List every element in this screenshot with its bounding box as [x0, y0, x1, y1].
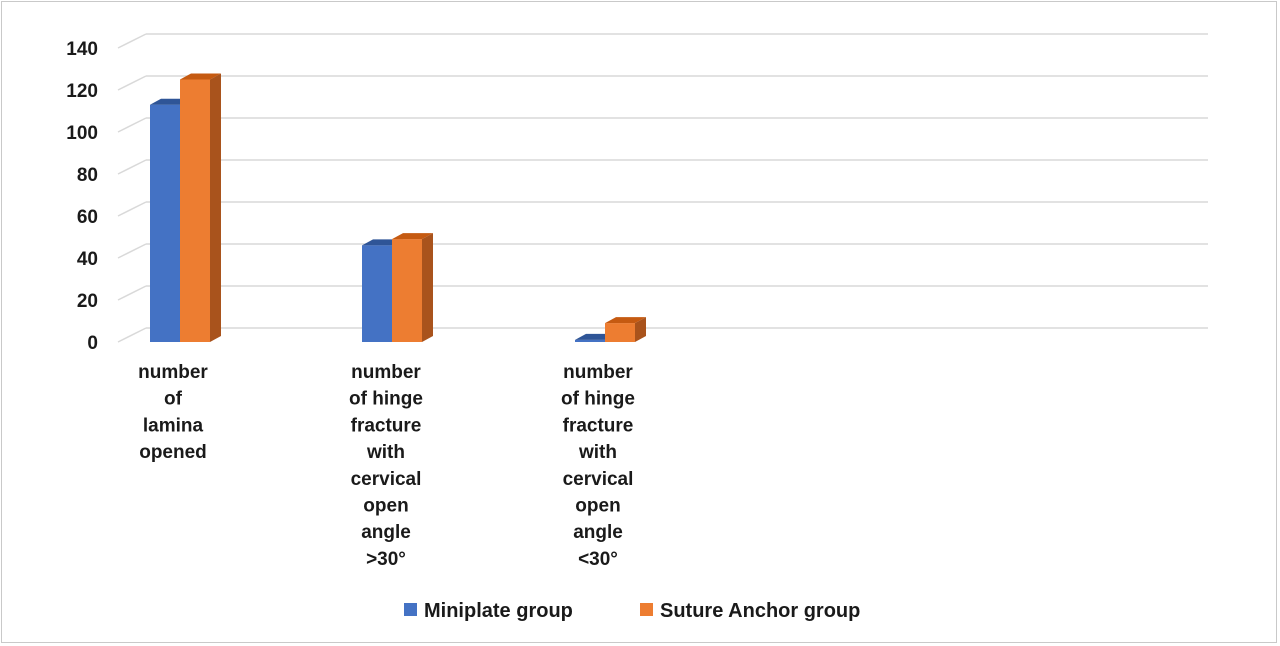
y-axis: 0 20 40 60 80 100 120 140: [66, 39, 98, 354]
category-label-line: angle: [361, 522, 411, 543]
category-label-line: opened: [139, 442, 207, 463]
category-label-line: of hinge: [349, 389, 423, 410]
legend-label: Suture Anchor group: [660, 600, 860, 622]
gridlines: [117, 33, 1208, 343]
bar-top: [392, 233, 433, 240]
category-label-line: of: [164, 389, 183, 410]
category-label-line: with: [366, 442, 405, 463]
gridline-depth: [117, 33, 147, 49]
category-label-line: number: [351, 362, 421, 383]
y-tick-label: 0: [87, 333, 98, 354]
y-tick-label: 80: [77, 165, 98, 186]
bar-top: [605, 317, 646, 324]
legend-swatch: [404, 603, 417, 616]
category-label-line: fracture: [351, 415, 422, 436]
category-label-line: angle: [573, 522, 623, 543]
y-tick-label: 60: [77, 207, 98, 228]
category-label: number of hinge fracture with cervical open an…: [561, 362, 635, 570]
gridline-depth: [117, 243, 147, 259]
bar: [605, 323, 635, 342]
y-tick-label: 20: [77, 291, 98, 312]
category-label-line: fracture: [563, 415, 634, 436]
category-label-line: cervical: [351, 469, 422, 490]
category-label-line: open: [363, 496, 408, 517]
gridline-depth: [117, 201, 147, 217]
gridline-depth: [117, 117, 147, 133]
y-tick-label: 100: [66, 123, 98, 144]
y-tick-label: 120: [66, 81, 98, 102]
bars: [150, 73, 646, 342]
category-label-line: with: [578, 442, 617, 463]
bar-side: [635, 317, 646, 342]
legend: Miniplate group Suture Anchor group: [404, 600, 860, 622]
legend-label: Miniplate group: [424, 600, 573, 622]
gridline-depth: [117, 75, 147, 91]
category-label-line: number: [138, 362, 208, 383]
gridline-depth: [117, 327, 147, 343]
bar-side: [422, 233, 433, 342]
bar: [150, 104, 180, 342]
gridline-depth: [117, 285, 147, 301]
category-label-line: open: [575, 496, 620, 517]
category-label-line: >30°: [366, 549, 406, 570]
category-label: number of hinge fracture with cervical open an…: [349, 362, 423, 570]
x-axis: number of lamina opened number of hinge fractu…: [138, 362, 635, 570]
category-label-line: lamina: [143, 415, 204, 436]
category-label-line: cervical: [563, 469, 634, 490]
bar: [575, 339, 605, 342]
bar: [180, 79, 210, 342]
y-tick-label: 140: [66, 39, 98, 60]
bar-top: [180, 73, 221, 80]
category-label-line: number: [563, 362, 633, 383]
category-label-line: of hinge: [561, 389, 635, 410]
y-tick-label: 40: [77, 249, 98, 270]
bar: [392, 239, 422, 342]
category-label: number of lamina opened: [138, 362, 208, 463]
bar-side: [210, 73, 221, 342]
category-label-line: <30°: [578, 549, 618, 570]
legend-swatch: [640, 603, 653, 616]
gridline-depth: [117, 159, 147, 175]
bar: [362, 245, 392, 342]
